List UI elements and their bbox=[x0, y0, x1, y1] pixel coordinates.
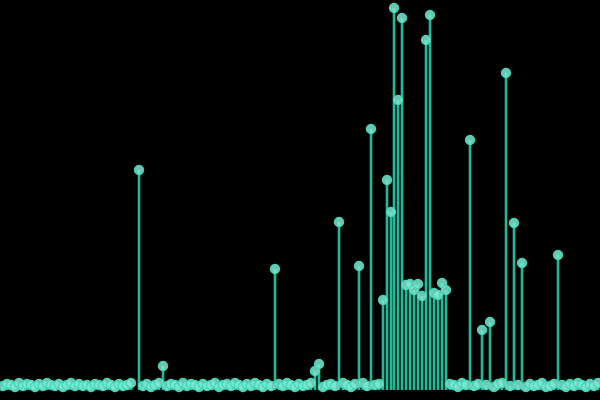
stem-marker bbox=[508, 217, 520, 229]
stem-markers-group bbox=[0, 2, 600, 393]
stem-marker bbox=[133, 164, 145, 176]
stem-marker bbox=[500, 67, 512, 79]
stem-marker bbox=[365, 123, 377, 135]
stem-marker bbox=[440, 284, 452, 296]
stem-marker bbox=[392, 94, 404, 106]
stem-marker bbox=[333, 216, 345, 228]
stem-marker bbox=[552, 249, 564, 261]
stem-marker bbox=[416, 290, 428, 302]
stem-marker bbox=[396, 12, 408, 24]
stem-marker bbox=[385, 206, 397, 218]
stem-marker bbox=[377, 294, 389, 306]
stem-marker bbox=[484, 316, 496, 328]
stem-marker bbox=[516, 257, 528, 269]
stem-marker bbox=[432, 289, 444, 301]
stem-marker bbox=[157, 360, 169, 372]
stem-marker bbox=[381, 174, 393, 186]
stem-marker bbox=[592, 377, 600, 389]
stem-marker bbox=[412, 278, 424, 290]
stem-marker bbox=[313, 358, 325, 370]
stem-marker bbox=[420, 34, 432, 46]
stem-marker bbox=[476, 324, 488, 336]
stem-marker bbox=[424, 9, 436, 21]
stem-marker bbox=[373, 378, 385, 390]
stem-marker bbox=[125, 377, 137, 389]
stem-marker bbox=[269, 263, 281, 275]
stem-marker bbox=[464, 134, 476, 146]
stem-marker bbox=[388, 2, 400, 14]
stem-marker bbox=[353, 260, 365, 272]
stem-marker bbox=[305, 377, 317, 389]
